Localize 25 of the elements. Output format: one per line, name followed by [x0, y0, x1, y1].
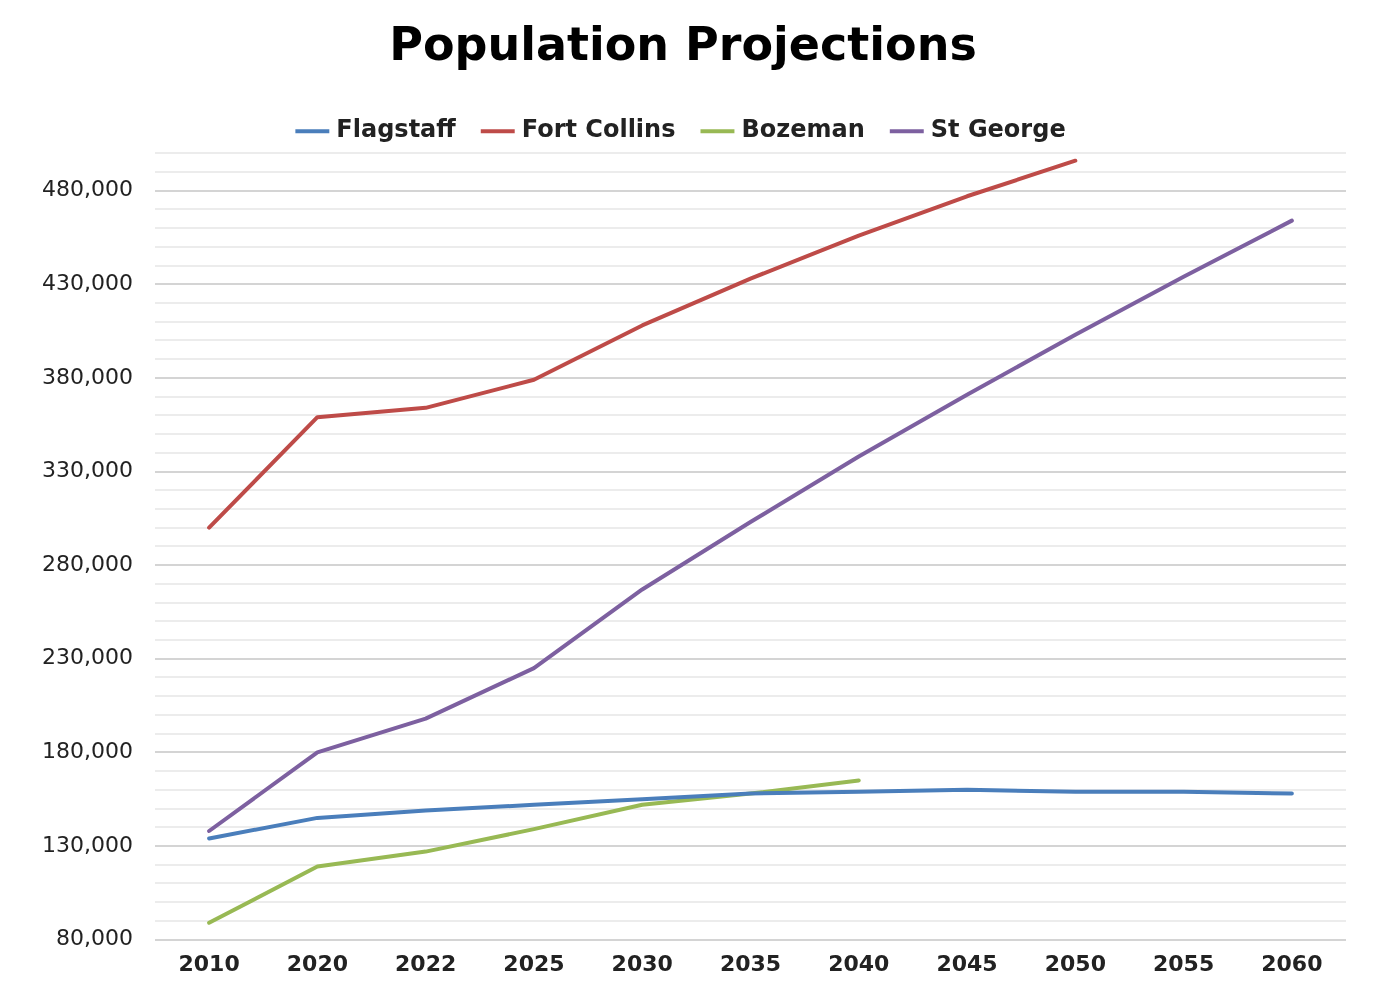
x-tick-label: 2025 — [503, 950, 565, 976]
legend-label: Flagstaff — [336, 115, 457, 144]
legend-label: Fort Collins — [521, 115, 676, 144]
y-tick-label: 330,000 — [41, 457, 133, 483]
y-tick-label: 130,000 — [41, 831, 133, 857]
legend-label: Bozeman — [741, 115, 865, 144]
y-tick-label: 80,000 — [55, 925, 133, 951]
x-tick-label: 2020 — [286, 950, 349, 976]
x-tick-label: 2040 — [828, 950, 890, 976]
x-tick-label: 2050 — [1044, 950, 1106, 976]
x-tick-label: 2045 — [936, 950, 998, 976]
chart-title: Population Projections — [389, 16, 977, 71]
y-tick-label: 380,000 — [41, 363, 133, 389]
y-tick-label: 230,000 — [41, 644, 133, 670]
x-tick-label: 2060 — [1261, 950, 1323, 976]
y-tick-label: 280,000 — [41, 550, 133, 576]
x-tick-label: 2010 — [178, 950, 240, 976]
x-tick-label: 2055 — [1152, 950, 1215, 976]
x-tick-label: 2035 — [719, 950, 782, 976]
x-tick-label: 2030 — [611, 950, 673, 976]
x-tick-label: 2022 — [395, 950, 457, 976]
y-tick-label: 480,000 — [41, 176, 133, 202]
y-tick-label: 430,000 — [41, 269, 133, 295]
legend-label: St George — [930, 115, 1066, 144]
y-tick-label: 180,000 — [41, 738, 133, 764]
